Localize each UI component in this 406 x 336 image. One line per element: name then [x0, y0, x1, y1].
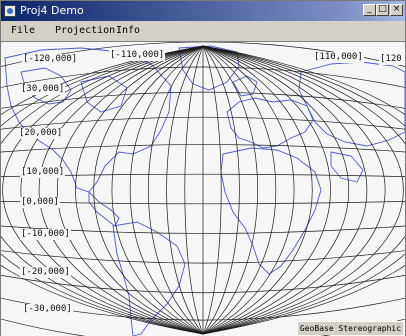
maximize-button[interactable]: □ [376, 4, 389, 16]
meridian-line [166, 45, 204, 335]
longitude-label: [-120,000] [22, 54, 79, 65]
meridian-line [202, 45, 295, 335]
latitude-label: [30,000] [20, 84, 66, 95]
longitude-label: [120 [379, 54, 403, 65]
meridian-line [202, 45, 386, 335]
meridian-line [202, 45, 277, 335]
meridian-line [202, 45, 331, 335]
meridian-line [93, 45, 204, 335]
parallel-line [1, 274, 405, 294]
meridian-line [202, 45, 405, 335]
menu-info[interactable]: Info [116, 25, 141, 36]
meridian-line [202, 45, 222, 335]
menu-file[interactable]: File [11, 25, 36, 36]
app-icon[interactable] [4, 5, 16, 17]
latitude-label: [-10,000] [20, 229, 71, 240]
close-icon: × [392, 4, 401, 14]
parallel-line [1, 66, 405, 88]
minimize-button[interactable]: _ [363, 4, 376, 16]
parallel-line [1, 42, 405, 43]
meridian-line [1, 45, 204, 335]
parallel-line [1, 250, 405, 264]
meridian-line [56, 45, 204, 335]
meridian-line [184, 45, 204, 335]
projection-status: GeoBase Stereographic [297, 321, 403, 335]
title-bar[interactable]: Proj4 Demo _ □ × [1, 1, 405, 21]
menu-projection[interactable]: Projection [55, 25, 116, 36]
latitude-label: [20,000] [18, 128, 64, 139]
window-title: Proj4 Demo [20, 4, 84, 17]
meridian-line [202, 45, 405, 335]
latitude-label: [10,000] [20, 167, 66, 178]
meridian-line [202, 45, 368, 335]
meridian-line [202, 45, 404, 335]
maximize-icon: □ [378, 4, 387, 14]
meridian-line [20, 45, 204, 335]
meridian-line [1, 45, 204, 335]
map-canvas[interactable]: [-120,000] [-110,000] [110,000] [120 [30… [1, 41, 405, 336]
meridian-line [202, 45, 240, 335]
parallel-line [1, 144, 405, 153]
minimize-icon: _ [367, 4, 372, 14]
meridian-line [111, 45, 204, 335]
longitude-label: [110,000] [313, 52, 364, 63]
meridian-line [75, 45, 204, 335]
meridian-line [148, 45, 204, 335]
close-button[interactable]: × [390, 4, 403, 16]
meridian-line [129, 45, 204, 335]
meridian-line [1, 45, 204, 335]
menu-bar: File Projection Info [1, 21, 405, 41]
latitude-label: [-30,000] [22, 304, 73, 315]
meridian-line [202, 45, 350, 335]
meridian-line [38, 45, 204, 335]
meridian-line [202, 45, 258, 335]
longitude-label: [-110,000] [109, 50, 166, 61]
latitude-label: [-20,000] [20, 267, 71, 278]
meridian-line [2, 45, 204, 335]
meridian-line [202, 45, 313, 335]
latitude-label: [0,000] [20, 197, 60, 208]
meridian-line [202, 45, 405, 335]
parallel-line [1, 91, 405, 109]
parallel-line [1, 116, 405, 130]
